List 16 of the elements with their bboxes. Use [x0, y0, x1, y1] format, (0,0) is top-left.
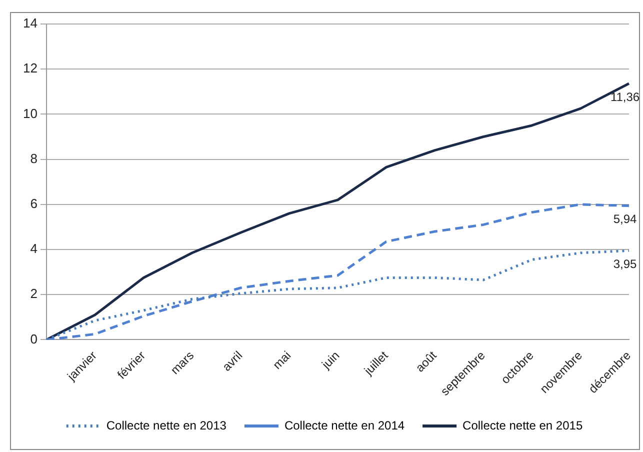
data-label: 3,95 [613, 256, 637, 271]
data-label: 5,94 [613, 212, 637, 226]
y-tick-label: 10 [22, 106, 38, 121]
x-tick-label: juin [318, 348, 342, 372]
data-label: 11,36 [610, 90, 640, 104]
legend-label: Collecte nette en 2013 [106, 418, 227, 432]
y-tick-label: 8 [30, 150, 38, 166]
y-tick-label: 2 [30, 286, 38, 302]
legend-label: Collecte nette en 2015 [462, 418, 583, 432]
y-tick-label: 0 [30, 331, 38, 346]
y-tick-label: 12 [22, 60, 38, 76]
y-tick-label: 4 [30, 241, 38, 256]
legend-label: Collecte nette en 2014 [284, 418, 405, 432]
y-tick-label: 6 [30, 196, 38, 211]
x-tick-label: mai [270, 348, 294, 372]
y-tick-label: 14 [22, 16, 38, 31]
